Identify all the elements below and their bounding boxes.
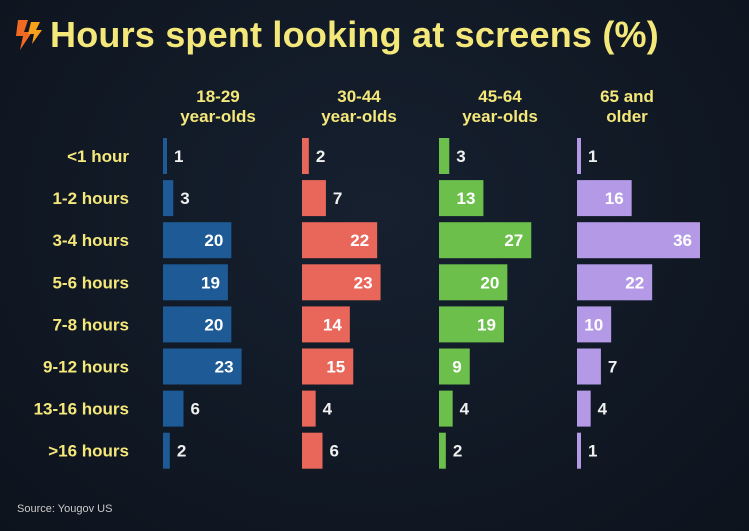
bar [577, 306, 612, 343]
series-header: 65 and older [600, 87, 654, 126]
bar [163, 180, 174, 217]
bar [163, 306, 232, 343]
data-label: 20 [204, 315, 223, 334]
category-label: 5-6 hours [52, 273, 129, 292]
data-label: 4 [598, 400, 608, 419]
bar [302, 222, 378, 259]
bar [302, 348, 354, 385]
data-label: 16 [605, 189, 624, 208]
bar [577, 138, 581, 174]
data-label: 7 [608, 358, 617, 377]
bar [577, 222, 700, 259]
bar [439, 180, 484, 217]
data-label: 13 [456, 189, 475, 208]
bar [577, 180, 632, 217]
bar [439, 138, 450, 174]
bar [302, 306, 350, 343]
data-label: 23 [354, 273, 373, 292]
series-header: 18-29 year-olds [180, 87, 256, 126]
series-header: 30-44 year-olds [321, 87, 397, 126]
category-label: 9-12 hours [43, 358, 129, 377]
category-label: 3-4 hours [52, 231, 129, 250]
data-label: 2 [453, 442, 462, 461]
bar [302, 264, 381, 301]
data-label: 3 [180, 189, 189, 208]
bar [163, 138, 167, 174]
data-label: 10 [584, 315, 603, 334]
bar [163, 390, 184, 427]
chart-title: Hours spent looking at screens (%) [50, 14, 659, 55]
category-label: 13-16 hours [34, 400, 129, 419]
data-label: 2 [177, 442, 186, 461]
bar [163, 222, 232, 259]
series-header: 45-64 year-olds [462, 87, 538, 126]
bar [439, 390, 453, 427]
data-label: 2 [316, 147, 325, 166]
category-label: >16 hours [48, 442, 129, 461]
bar [163, 264, 228, 301]
data-label: 14 [323, 315, 342, 334]
bar [439, 432, 446, 469]
data-label: 6 [330, 442, 339, 461]
data-label: 22 [350, 231, 369, 250]
data-label: 4 [323, 400, 333, 419]
category-label: 7-8 hours [52, 315, 129, 334]
data-label: 15 [326, 358, 345, 377]
bar [439, 306, 504, 343]
bar [439, 264, 508, 301]
bar [163, 432, 170, 469]
data-label: 1 [588, 147, 597, 166]
bar [163, 348, 242, 385]
bar [302, 432, 323, 469]
data-label: 3 [456, 147, 465, 166]
bar [577, 264, 653, 301]
source-note: Source: Yougov US [17, 503, 113, 515]
bar [577, 390, 591, 427]
category-label: <1 hour [67, 147, 129, 166]
category-label: 1-2 hours [52, 189, 129, 208]
data-label: 1 [174, 147, 183, 166]
data-label: 22 [625, 273, 644, 292]
bar [302, 138, 309, 174]
bar [577, 348, 601, 385]
data-label: 6 [191, 400, 200, 419]
data-label: 27 [504, 231, 523, 250]
bar [302, 180, 326, 217]
data-label: 4 [460, 400, 470, 419]
brand-logo [16, 20, 42, 50]
data-label: 1 [588, 442, 597, 461]
data-label: 19 [477, 315, 496, 334]
data-label: 19 [201, 273, 220, 292]
data-label: 7 [333, 189, 342, 208]
bar [302, 390, 316, 427]
bar [577, 432, 581, 469]
bar [439, 348, 470, 385]
data-label: 36 [673, 231, 692, 250]
bar [439, 222, 532, 259]
data-label: 20 [204, 231, 223, 250]
data-label: 9 [452, 358, 461, 377]
data-label: 20 [480, 273, 499, 292]
data-label: 23 [215, 358, 234, 377]
